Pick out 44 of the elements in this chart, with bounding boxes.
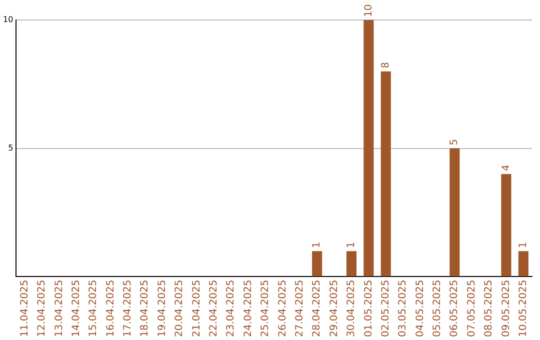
x-tick-label: 17.04.2025 [122,280,134,338]
x-tick-label: 14.04.2025 [70,280,82,338]
x-tick-label: 27.04.2025 [294,280,306,338]
x-tick-label: 26.04.2025 [277,280,288,338]
x-tick-label: 01.05.2025 [363,280,374,338]
x-tick-label: 19.04.2025 [156,280,168,338]
x-tick-label: 12.04.2025 [36,280,48,338]
x-tick-label: 24.04.2025 [242,280,254,338]
x-tick-label: 09.05.2025 [500,280,512,338]
x-tick-label: 07.05.2025 [466,280,478,338]
x-tick-label: 23.04.2025 [226,280,237,338]
bar [312,251,322,276]
bar [501,174,512,276]
data-label: 10 [363,4,374,17]
data-label: 8 [380,62,392,68]
x-tick-label: 04.05.2025 [414,280,426,338]
x-tick-label: 06.05.2025 [449,280,460,338]
x-tick-label: 18.04.2025 [140,280,151,338]
x-tick-label: 21.04.2025 [191,280,202,338]
data-label: 1 [346,242,358,248]
x-tick-label: 03.05.2025 [398,280,409,338]
x-tick-label: 20.04.2025 [174,280,186,338]
x-tick-label: 10.05.2025 [518,280,529,338]
x-tick-label: 08.05.2025 [484,280,495,338]
data-label: 4 [500,164,512,172]
data-label: 1 [312,242,323,248]
x-tick-label: 15.04.2025 [88,280,100,338]
x-tick-label: 11.04.2025 [19,280,30,338]
bar [346,251,356,276]
bar [380,71,391,276]
bar [450,148,460,276]
bar [364,20,374,276]
x-tick-label: 02.05.2025 [380,280,392,338]
x-tick-label: 16.04.2025 [105,280,116,338]
x-tick-label: 05.05.2025 [432,280,444,338]
x-tick-label: 29.04.2025 [328,280,340,338]
data-label: 5 [449,138,460,146]
x-tick-label: 22.04.2025 [208,280,220,338]
x-tick-label: 30.04.2025 [346,280,358,338]
data-label: 1 [518,242,529,248]
x-tick-label: 13.04.2025 [54,280,65,338]
x-tick-label: 28.04.2025 [312,280,323,338]
x-tick-label: 25.04.2025 [260,280,272,338]
bar [518,251,528,276]
